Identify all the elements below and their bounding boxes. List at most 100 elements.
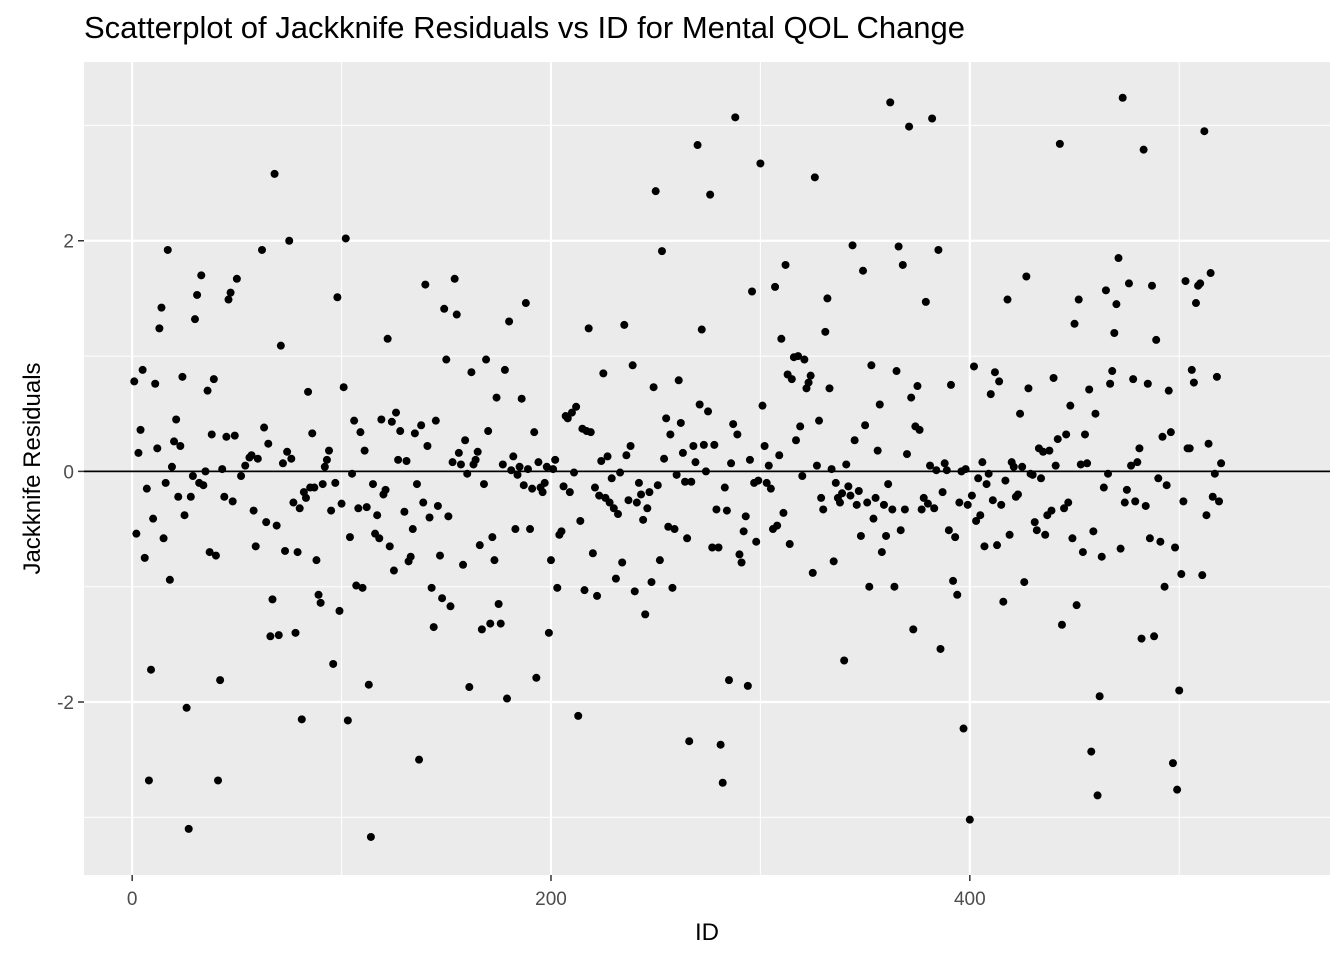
data-point (599, 369, 608, 378)
data-point (322, 455, 331, 464)
data-point (459, 560, 468, 569)
data-point (745, 455, 754, 464)
data-point (882, 531, 891, 540)
data-point (681, 477, 690, 486)
data-point (482, 355, 491, 364)
data-point (1066, 401, 1075, 410)
data-point (859, 266, 868, 275)
data-point (425, 513, 434, 522)
data-point (869, 514, 878, 523)
data-point (961, 465, 970, 474)
data-point (352, 581, 361, 590)
data-point (1051, 461, 1060, 470)
data-point (815, 416, 824, 425)
data-point (149, 514, 158, 523)
data-point (438, 594, 447, 603)
data-point (348, 469, 357, 478)
data-point (1108, 367, 1117, 376)
data-point (894, 242, 903, 251)
data-point (130, 377, 139, 386)
data-point (1141, 501, 1150, 510)
data-point (1143, 379, 1152, 388)
data-point (356, 428, 365, 437)
data-point (343, 716, 352, 725)
data-point (701, 467, 710, 476)
data-point (620, 320, 629, 329)
data-point (538, 488, 547, 497)
data-point (771, 282, 780, 291)
data-point (421, 280, 430, 289)
data-point (898, 260, 907, 269)
data-point (1137, 634, 1146, 643)
data-point (237, 471, 246, 480)
data-point (289, 498, 298, 507)
data-point (507, 466, 516, 475)
data-point (982, 480, 991, 489)
data-point (431, 416, 440, 425)
data-point (142, 484, 151, 493)
data-point (230, 431, 239, 440)
data-point (921, 297, 930, 306)
data-point (1060, 504, 1069, 513)
data-point (188, 471, 197, 480)
data-point (760, 442, 769, 451)
data-point (664, 522, 673, 531)
data-point (1053, 435, 1062, 444)
data-point (884, 480, 893, 489)
data-point (314, 590, 323, 599)
data-point (429, 623, 438, 632)
data-point (1106, 379, 1115, 388)
data-point (567, 408, 576, 417)
data-point (544, 628, 553, 637)
data-point (626, 442, 635, 451)
data-point (1104, 469, 1113, 478)
data-point (475, 541, 484, 550)
data-point (276, 341, 285, 350)
data-point (944, 526, 953, 535)
data-point (693, 141, 702, 150)
data-point (588, 549, 597, 558)
data-point (846, 491, 855, 500)
data-point (1003, 295, 1012, 304)
data-point (1158, 432, 1167, 441)
data-point (970, 362, 978, 371)
data-point (687, 477, 696, 486)
data-point (691, 458, 700, 467)
data-point (909, 625, 918, 634)
data-point (1049, 373, 1058, 382)
data-point (955, 498, 964, 507)
data-point (364, 680, 373, 689)
data-point (193, 290, 202, 299)
data-point (785, 540, 794, 549)
data-point (258, 245, 266, 254)
data-point (792, 436, 800, 445)
data-point (394, 455, 403, 464)
data-point (528, 484, 537, 493)
data-point (651, 187, 660, 196)
data-point (976, 511, 985, 520)
data-point (1116, 544, 1125, 553)
data-point (505, 317, 514, 326)
data-point (450, 274, 459, 283)
data-point (526, 525, 535, 534)
data-point (1024, 384, 1033, 393)
data-point (1101, 286, 1110, 295)
data-point (224, 295, 233, 304)
data-point (806, 371, 815, 380)
data-point (835, 498, 844, 507)
data-point (926, 461, 935, 470)
data-point (689, 442, 698, 451)
data-point (534, 458, 543, 467)
data-point (794, 352, 803, 361)
data-point (1129, 375, 1138, 384)
data-point (739, 527, 748, 536)
data-point (844, 482, 853, 491)
data-point (500, 365, 509, 374)
data-point (232, 274, 241, 283)
data-point (542, 462, 551, 471)
data-point (492, 393, 501, 402)
x-tick-label: 0 (127, 889, 138, 910)
data-point (1202, 511, 1211, 520)
data-point (337, 499, 346, 508)
data-point (938, 488, 947, 497)
